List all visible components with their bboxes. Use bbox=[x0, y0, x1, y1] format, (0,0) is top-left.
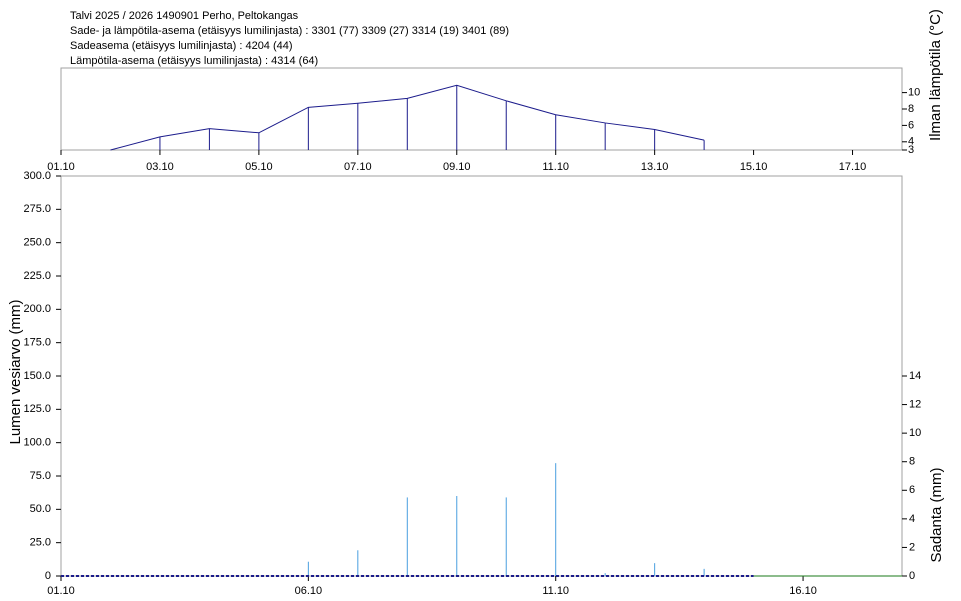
bar bbox=[703, 568, 705, 576]
x-tick-label: 11.10 bbox=[542, 585, 569, 597]
y2-axis-label: Sadanta (mm) bbox=[928, 467, 945, 562]
x-tick-label: 01.10 bbox=[47, 161, 75, 173]
y-tick-label: 8 bbox=[908, 103, 914, 115]
y-axis-label: Lumen vesiarvo (mm) bbox=[7, 299, 24, 444]
y-tick-label: 200.0 bbox=[23, 303, 51, 315]
bar bbox=[505, 497, 507, 576]
y-tick-label: 25.0 bbox=[30, 537, 51, 549]
y-tick-label: 275.0 bbox=[23, 203, 51, 215]
y-tick-label: 175.0 bbox=[23, 337, 51, 349]
subtitle: Sadeasema (etäisyys lumilinjasta) : 4204… bbox=[70, 40, 293, 52]
bar bbox=[604, 573, 606, 576]
bar bbox=[654, 563, 656, 576]
y-tick-label: 6 bbox=[908, 119, 914, 131]
x-tick-label: 15.10 bbox=[740, 161, 768, 173]
y-tick-label: 10 bbox=[908, 87, 920, 99]
x-tick-label: 01.10 bbox=[47, 585, 75, 597]
y-tick-label: 250.0 bbox=[23, 237, 51, 249]
y2-tick-label: 14 bbox=[909, 370, 921, 382]
x-tick-label: 09.10 bbox=[443, 161, 471, 173]
plot-frame bbox=[60, 175, 903, 577]
y-tick-label: 75.0 bbox=[30, 470, 51, 482]
y2-tick-label: 6 bbox=[909, 484, 915, 496]
x-tick-label: 13.10 bbox=[641, 161, 669, 173]
y2-tick-label: 12 bbox=[909, 398, 921, 410]
y2-tick-label: 8 bbox=[909, 456, 915, 468]
x-tick-label: 17.10 bbox=[839, 161, 867, 173]
x-tick-label: 05.10 bbox=[245, 161, 273, 173]
subtitle: Lämpötila-asema (etäisyys lumilinjasta) … bbox=[70, 55, 318, 67]
x-tick-label: 07.10 bbox=[344, 161, 372, 173]
bar bbox=[456, 496, 458, 576]
y-tick-label: 100.0 bbox=[23, 437, 51, 449]
x-tick-label: 06.10 bbox=[295, 585, 323, 597]
y-tick-label: 3 bbox=[908, 144, 914, 156]
bar bbox=[406, 497, 408, 576]
y-tick-label: 300.0 bbox=[23, 170, 51, 182]
y-axis-label: Ilman lämpötila (°C) bbox=[927, 9, 944, 141]
y-tick-label: 0 bbox=[45, 570, 51, 582]
y-tick-label: 225.0 bbox=[23, 270, 51, 282]
y2-tick-label: 2 bbox=[909, 541, 915, 553]
y-tick-label: 150.0 bbox=[23, 370, 51, 382]
x-tick-label: 03.10 bbox=[146, 161, 174, 173]
bar bbox=[357, 550, 359, 576]
x-tick-label: 11.10 bbox=[542, 161, 569, 173]
y2-tick-label: 10 bbox=[909, 427, 921, 439]
y2-tick-label: 4 bbox=[909, 513, 915, 525]
y-tick-label: 125.0 bbox=[23, 403, 51, 415]
chart-title: Talvi 2025 / 2026 1490901 Perho, Peltoka… bbox=[70, 10, 299, 22]
y2-tick-label: 0 bbox=[909, 570, 915, 582]
subtitle: Sade- ja lämpötila-asema (etäisyys lumil… bbox=[70, 25, 509, 37]
bar bbox=[307, 561, 309, 576]
y-tick-label: 50.0 bbox=[30, 503, 51, 515]
y-tick-label: 4 bbox=[908, 136, 914, 148]
x-tick-label: 16.10 bbox=[789, 585, 817, 597]
plot-frame bbox=[60, 67, 903, 151]
bar bbox=[555, 463, 557, 576]
